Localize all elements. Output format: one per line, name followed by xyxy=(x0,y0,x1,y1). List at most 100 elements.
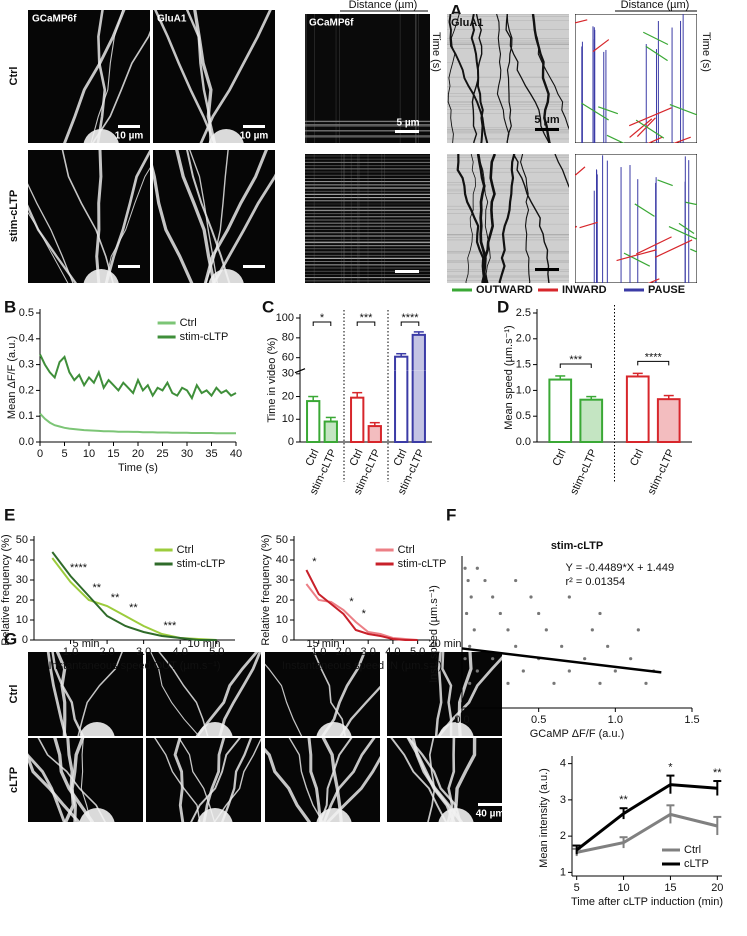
series-line xyxy=(575,783,718,852)
scale-label: 5 µm xyxy=(534,114,560,126)
significance-bracket xyxy=(400,321,420,326)
legend-label: Ctrl xyxy=(684,844,701,856)
significance: **** xyxy=(70,562,88,574)
move-track xyxy=(669,104,697,116)
panel-letter: C xyxy=(262,297,274,316)
y-tick-label: 1.0 xyxy=(516,384,531,396)
y-tick-label: 40 xyxy=(276,554,288,566)
scale-bar xyxy=(118,125,140,128)
x-tick-label: 2.0 xyxy=(99,646,114,658)
kymo-track xyxy=(520,154,531,283)
image-panel xyxy=(28,150,150,283)
kymo-track xyxy=(496,14,510,143)
point xyxy=(613,669,617,673)
y-axis-label: Relative frequency (%) xyxy=(260,534,272,645)
y-tick-label: 20 xyxy=(16,594,28,606)
x-tick-label: 1.0 xyxy=(311,646,326,658)
y-axis-label: Mean speed (µm.s⁻¹) xyxy=(503,325,515,429)
y-axis-label: Inst. speed (µm.s⁻¹) xyxy=(428,585,440,683)
series-line xyxy=(51,551,217,641)
significance: *** xyxy=(163,620,177,632)
image-panel xyxy=(447,154,569,283)
x-tick-label: 3.0 xyxy=(361,646,376,658)
dendrite xyxy=(434,652,443,736)
y-tick-label: 0.1 xyxy=(19,410,34,422)
image-background xyxy=(28,10,150,143)
image-panel xyxy=(28,652,143,736)
soma xyxy=(208,129,244,143)
x-tick-label: stim-cLTP xyxy=(646,447,677,496)
dendrite xyxy=(213,738,261,822)
point xyxy=(514,644,518,648)
dendrite xyxy=(449,738,477,822)
dendrite xyxy=(91,30,150,143)
axis-label: Distance (µm) xyxy=(349,0,418,11)
x-tick-label: 10 xyxy=(83,448,95,460)
dendrite xyxy=(80,738,92,822)
bar xyxy=(579,398,604,443)
series-line xyxy=(576,812,718,854)
scale-bar xyxy=(395,130,419,133)
dendrite xyxy=(288,738,324,822)
image-panel xyxy=(447,14,569,143)
y-tick-label: 60 xyxy=(282,352,294,364)
y-tick-label: 20 xyxy=(282,390,294,402)
y-tick-label: 0.5 xyxy=(516,410,531,422)
scale-label: 40 µm xyxy=(476,809,505,820)
x-tick-label: 2.0 xyxy=(336,646,351,658)
soma xyxy=(79,722,115,736)
x-tick-label: 5 xyxy=(61,448,67,460)
point xyxy=(491,657,495,661)
image-panel xyxy=(305,154,430,283)
kymo-track xyxy=(481,154,497,283)
panel-letter: G xyxy=(4,629,17,648)
scale-bar xyxy=(395,270,419,273)
trajectory-panel xyxy=(575,154,697,283)
x-axis-label: GCaMP ΔF/F (a.u.) xyxy=(530,728,625,740)
point xyxy=(498,611,502,616)
move-track xyxy=(581,102,609,121)
dendrite xyxy=(410,738,463,822)
dendrite xyxy=(312,652,346,736)
point xyxy=(644,681,648,685)
soma xyxy=(197,722,233,736)
kymo-track xyxy=(512,154,550,283)
soma xyxy=(316,808,352,822)
dendrite xyxy=(28,211,69,283)
scale-bar xyxy=(118,265,140,268)
image-panel xyxy=(146,652,261,736)
x-tick-label: 15 xyxy=(664,882,676,894)
legend-label: Ctrl xyxy=(398,544,415,556)
point xyxy=(463,566,467,570)
move-track xyxy=(629,118,653,138)
image-panel xyxy=(146,738,261,822)
x-tick-label: Ctrl xyxy=(550,447,568,468)
dendrite xyxy=(66,738,77,822)
regression-line xyxy=(461,647,662,674)
x-tick-label: 5 xyxy=(574,882,580,894)
y-tick-label: 0 xyxy=(282,634,288,646)
bar xyxy=(367,425,382,444)
x-tick-label: 1.0 xyxy=(63,646,78,658)
kymo-track xyxy=(505,14,550,143)
kymo-track xyxy=(470,14,484,143)
legend-label: INWARD xyxy=(562,284,607,296)
scale-bar xyxy=(535,268,559,271)
move-track xyxy=(606,134,625,143)
scale-label: 10 µm xyxy=(115,131,144,142)
row-label: stim-cLTP xyxy=(8,190,20,242)
kymo-track xyxy=(498,154,516,283)
image-panel xyxy=(387,652,502,736)
y-tick-label: 0.0 xyxy=(516,436,531,448)
image-panel xyxy=(28,10,150,143)
x-tick-label: 0.5 xyxy=(531,714,546,726)
dendrite xyxy=(205,150,229,283)
significance: * xyxy=(312,556,317,568)
panel-letter: D xyxy=(497,297,509,316)
dendrite xyxy=(154,738,201,822)
kymo-track xyxy=(506,14,513,143)
y-tick-label: 10 xyxy=(16,614,28,626)
move-track xyxy=(616,249,657,262)
x-axis-label: Time (s) xyxy=(118,462,158,474)
legend-label: stim-cLTP xyxy=(177,558,226,570)
